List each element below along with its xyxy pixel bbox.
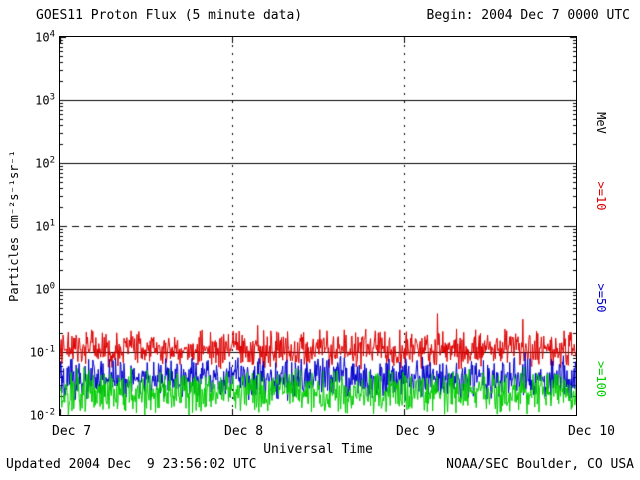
x-tick-label-dec9: Dec 9 — [396, 424, 436, 439]
series-label-ge50: >=50 — [594, 283, 608, 313]
x-tick-label-dec10: Dec 10 — [568, 424, 615, 439]
right-axis-unit-label: MeV — [594, 112, 608, 134]
plot-canvas — [59, 36, 577, 416]
y-tick-label-1e-2: 10-2 — [29, 407, 55, 423]
y-tick-label-1e1: 101 — [35, 218, 55, 234]
y-tick-label-1e-1: 10-1 — [29, 344, 55, 360]
y-tick-label-1e3: 103 — [35, 92, 55, 108]
begin-time-label: Begin: 2004 Dec 7 0000 UTC — [426, 8, 631, 23]
updated-timestamp: Updated 2004 Dec 9 23:56:02 UTC — [6, 457, 257, 472]
chart-title: GOES11 Proton Flux (5 minute data) — [36, 8, 303, 23]
y-axis-title: Particles cm⁻²s⁻¹sr⁻¹ — [7, 150, 21, 302]
y-tick-label-1e0: 100 — [35, 281, 55, 297]
series-label-ge10: >=10 — [594, 181, 608, 211]
x-axis-title: Universal Time — [263, 442, 373, 457]
series-label-ge100: >=100 — [594, 360, 608, 398]
x-tick-label-dec7: Dec 7 — [52, 424, 92, 439]
x-tick-label-dec8: Dec 8 — [224, 424, 264, 439]
y-tick-label-1e4: 104 — [35, 29, 55, 45]
credit-label: NOAA/SEC Boulder, CO USA — [446, 457, 634, 472]
y-tick-label-1e2: 102 — [35, 155, 55, 171]
